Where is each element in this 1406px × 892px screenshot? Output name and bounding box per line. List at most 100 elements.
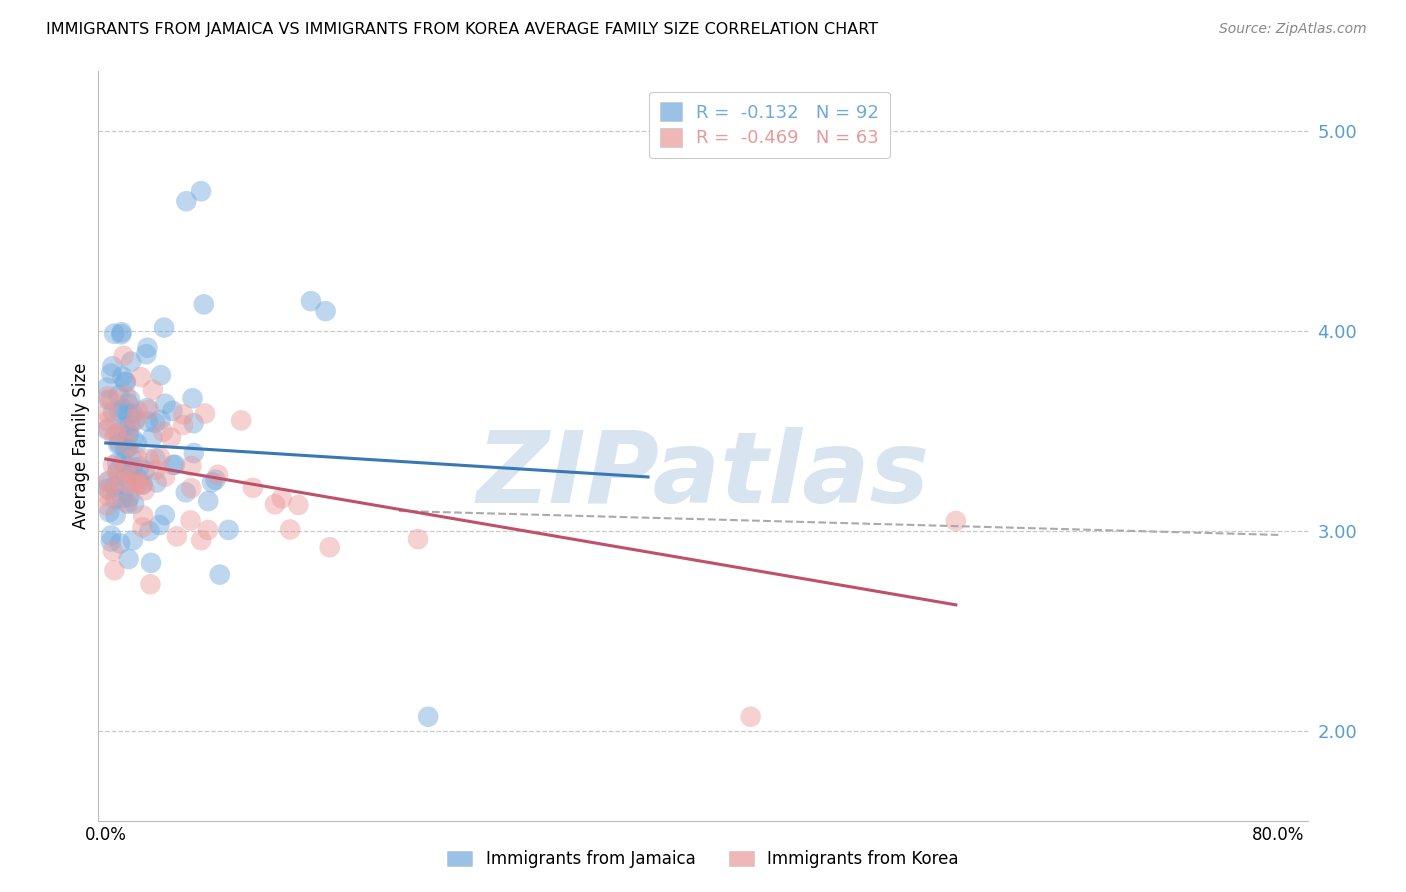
Point [132, 508, 155, 523]
Point [110, 475, 132, 490]
Y-axis label: Average Family Size: Average Family Size [72, 363, 90, 529]
Point [101, 544, 124, 558]
Point [204, 473, 226, 487]
Point [111, 455, 134, 469]
Point [125, 412, 148, 426]
Point [138, 402, 160, 417]
Point [127, 475, 149, 490]
Point [97, 482, 120, 496]
Point [118, 427, 141, 442]
Point [105, 456, 128, 470]
Point [118, 490, 141, 504]
Point [117, 438, 139, 452]
Point [110, 327, 132, 342]
Point [111, 325, 134, 339]
Point [172, 418, 194, 433]
Point [97, 490, 120, 504]
Text: ZIPatlas: ZIPatlas [477, 427, 929, 524]
Point [103, 480, 125, 494]
Point [127, 478, 149, 492]
Point [131, 477, 153, 491]
Point [181, 391, 204, 405]
Point [111, 491, 134, 505]
Point [105, 465, 128, 479]
Point [153, 320, 176, 334]
Point [107, 437, 129, 451]
Point [100, 367, 122, 381]
Point [118, 421, 141, 435]
Point [118, 477, 141, 491]
Point [945, 514, 967, 528]
Point [134, 483, 156, 498]
Point [117, 552, 139, 566]
Point [242, 481, 264, 495]
Point [148, 518, 170, 533]
Point [145, 451, 167, 466]
Point [162, 404, 184, 418]
Point [197, 523, 219, 537]
Point [125, 450, 148, 465]
Point [174, 485, 197, 500]
Point [131, 477, 153, 491]
Point [172, 407, 194, 421]
Point [117, 441, 139, 455]
Point [149, 368, 172, 383]
Point [122, 407, 145, 421]
Point [155, 397, 177, 411]
Point [160, 430, 183, 444]
Point [180, 458, 202, 473]
Point [101, 359, 124, 374]
Point [114, 470, 136, 484]
Point [121, 533, 143, 548]
Point [153, 508, 176, 522]
Point [108, 405, 131, 419]
Text: Source: ZipAtlas.com: Source: ZipAtlas.com [1219, 22, 1367, 37]
Point [124, 414, 146, 428]
Point [149, 413, 172, 427]
Point [231, 413, 253, 427]
Point [190, 533, 212, 548]
Point [125, 436, 148, 450]
Point [134, 463, 156, 477]
Point [264, 497, 287, 511]
Point [122, 468, 145, 483]
Point [218, 523, 240, 537]
Point [163, 458, 186, 472]
Point [101, 458, 124, 473]
Point [101, 405, 124, 419]
Point [120, 467, 142, 481]
Point [103, 563, 125, 577]
Point [128, 472, 150, 486]
Point [122, 497, 145, 511]
Point [114, 388, 136, 402]
Point [120, 392, 142, 407]
Point [108, 425, 131, 439]
Point [176, 194, 198, 209]
Point [100, 534, 122, 549]
Point [190, 184, 212, 198]
Point [139, 556, 162, 570]
Point [143, 416, 166, 430]
Point [270, 491, 292, 506]
Point [117, 497, 139, 511]
Point [166, 529, 188, 543]
Point [114, 463, 136, 477]
Point [138, 524, 160, 538]
Point [153, 470, 176, 484]
Point [115, 419, 138, 434]
Point [141, 430, 163, 444]
Point [145, 475, 167, 490]
Point [97, 389, 120, 403]
Point [100, 528, 122, 542]
Point [114, 442, 136, 456]
Point [136, 415, 159, 429]
Point [208, 567, 231, 582]
Point [152, 425, 174, 439]
Point [103, 326, 125, 341]
Point [740, 710, 762, 724]
Point [197, 494, 219, 508]
Point [135, 347, 157, 361]
Point [299, 294, 322, 309]
Point [96, 380, 118, 394]
Point [183, 446, 205, 460]
